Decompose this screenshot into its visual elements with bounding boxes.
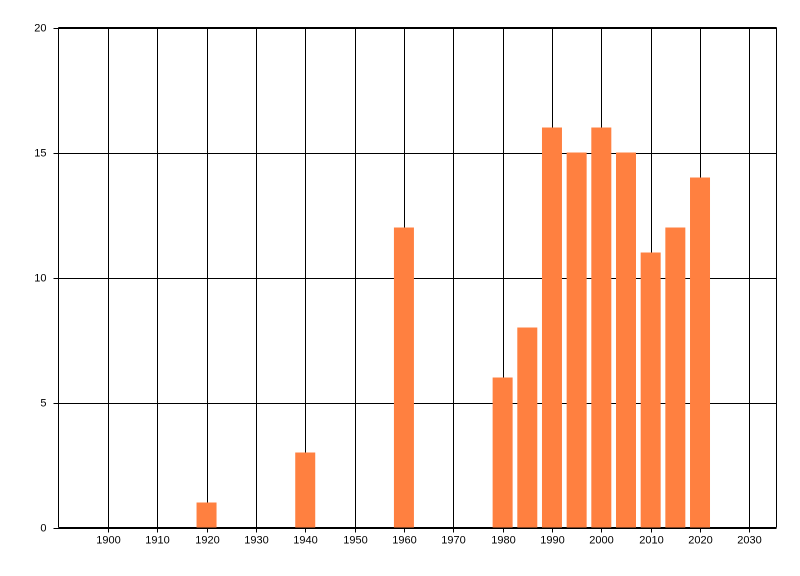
y-tick-label: 0 (40, 522, 46, 534)
x-tick-label: 1970 (441, 534, 465, 546)
x-tick-label: 2020 (688, 534, 712, 546)
x-tick-label: 1910 (145, 534, 169, 546)
bar (615, 152, 636, 528)
x-tick-label: 2000 (589, 534, 613, 546)
x-tick-label: 1940 (293, 534, 317, 546)
x-tick-label: 2010 (639, 534, 663, 546)
y-tick-label: 10 (34, 272, 46, 284)
x-tick-label: 2030 (737, 534, 761, 546)
bar (591, 127, 612, 528)
bar (492, 377, 513, 528)
x-tick-label: 1960 (392, 534, 416, 546)
bar (295, 452, 316, 528)
bar (566, 152, 587, 528)
bar (665, 227, 686, 528)
y-tick-label: 20 (34, 22, 46, 34)
bar (690, 177, 711, 528)
bar (517, 327, 538, 528)
y-tick-label: 5 (40, 397, 46, 409)
y-tick-label: 15 (34, 147, 46, 159)
x-tick-label: 1900 (96, 534, 120, 546)
bar (393, 227, 414, 528)
x-tick-label: 1990 (540, 534, 564, 546)
x-tick-label: 1930 (244, 534, 268, 546)
x-tick-label: 1920 (195, 534, 219, 546)
bar (640, 252, 661, 528)
bar (196, 502, 217, 528)
bar (541, 127, 562, 528)
x-tick-label: 1950 (343, 534, 367, 546)
x-tick-label: 1980 (491, 534, 515, 546)
